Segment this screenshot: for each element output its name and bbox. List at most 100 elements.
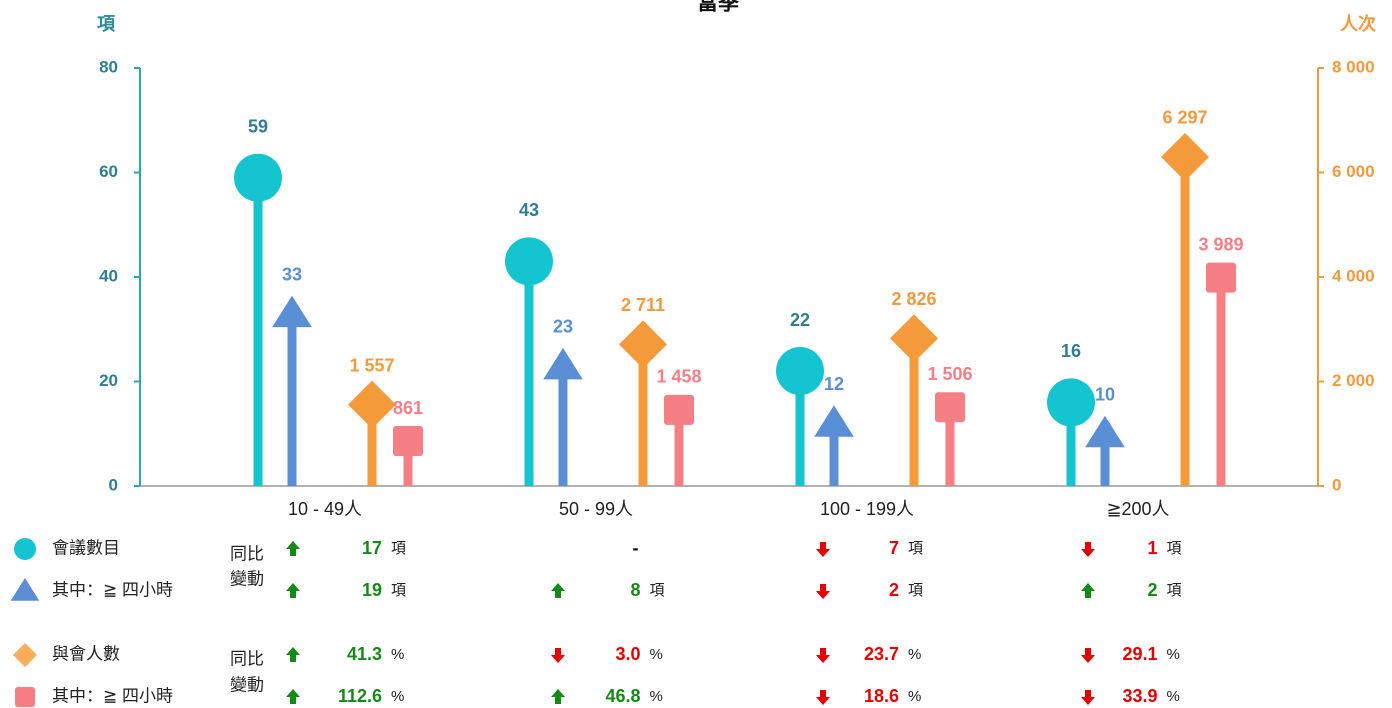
change-unit: % bbox=[908, 688, 921, 705]
y-tick-label: 80 bbox=[99, 57, 118, 76]
change-unit: % bbox=[908, 646, 921, 663]
circle-marker bbox=[234, 153, 282, 202]
data-label: 2 826 bbox=[891, 289, 936, 309]
triangle-marker bbox=[814, 405, 854, 437]
change-arrow bbox=[816, 542, 830, 557]
change-arrow bbox=[816, 648, 830, 663]
change-unit: % bbox=[391, 688, 404, 705]
y2-tick-label: 4 000 bbox=[1332, 266, 1375, 285]
y2-tick-label: 2 000 bbox=[1332, 371, 1375, 390]
change-arrow bbox=[551, 689, 565, 704]
change-unit: 項 bbox=[391, 540, 406, 557]
triangle-marker bbox=[272, 295, 312, 328]
square-marker bbox=[1206, 262, 1236, 293]
legend-marker bbox=[14, 538, 36, 560]
change-value: 2 bbox=[889, 580, 899, 600]
diamond-marker bbox=[348, 380, 396, 429]
legend-marker bbox=[13, 643, 37, 667]
change-value: 33.9 bbox=[1122, 686, 1157, 706]
change-arrow bbox=[1081, 583, 1095, 598]
change-unit: % bbox=[391, 646, 404, 663]
yoy-label: 同比 bbox=[230, 649, 264, 668]
change-value: 19 bbox=[362, 580, 382, 600]
y-tick-label: 60 bbox=[99, 162, 118, 181]
y-tick-label: 40 bbox=[99, 266, 118, 285]
data-label: 1 458 bbox=[656, 367, 701, 387]
change-arrow bbox=[816, 584, 830, 599]
circle-marker bbox=[776, 347, 824, 396]
legend-marker bbox=[10, 578, 40, 601]
change-value: 23.7 bbox=[864, 644, 899, 664]
change-value: 2 bbox=[1147, 580, 1157, 600]
change-unit: 項 bbox=[1167, 582, 1182, 599]
change-arrow bbox=[286, 541, 300, 556]
change-value: 8 bbox=[630, 580, 640, 600]
change-arrow bbox=[1081, 542, 1095, 557]
y2-tick-label: 8 000 bbox=[1332, 57, 1375, 76]
yoy-label: 變動 bbox=[230, 675, 264, 694]
data-label: 22 bbox=[790, 310, 810, 330]
y2-tick-label: 6 000 bbox=[1332, 162, 1375, 181]
change-unit: 項 bbox=[908, 540, 923, 557]
y2-axis-title: 人次 bbox=[1340, 13, 1376, 34]
data-label: 1 557 bbox=[349, 355, 394, 375]
change-label: - bbox=[633, 538, 639, 558]
change-value: 46.8 bbox=[605, 686, 640, 706]
change-value: 41.3 bbox=[347, 644, 382, 664]
data-label: 59 bbox=[248, 116, 268, 136]
chart-title: 當季 bbox=[697, 0, 739, 15]
change-value: 112.6 bbox=[338, 686, 382, 706]
change-value: 29.1 bbox=[1122, 644, 1157, 664]
change-unit: % bbox=[650, 646, 663, 663]
data-label: 1 506 bbox=[927, 364, 972, 384]
change-arrow bbox=[286, 583, 300, 598]
y-tick-label: 0 bbox=[109, 475, 118, 494]
square-marker bbox=[664, 394, 694, 425]
change-unit: 項 bbox=[650, 582, 665, 599]
x-tick-label: 50 - 99人 bbox=[559, 499, 633, 519]
change-unit: % bbox=[1167, 688, 1180, 705]
data-label: 3 989 bbox=[1198, 234, 1243, 254]
y2-tick-label: 0 bbox=[1332, 475, 1341, 494]
change-unit: 項 bbox=[1167, 540, 1182, 557]
change-arrow bbox=[551, 583, 565, 598]
legend-label: 其中：≧ 四小時 bbox=[52, 580, 173, 599]
x-tick-label: ≧200人 bbox=[1106, 499, 1169, 519]
x-tick-label: 10 - 49人 bbox=[288, 499, 362, 519]
change-value: 3.0 bbox=[615, 644, 640, 664]
y-tick-label: 20 bbox=[99, 371, 118, 390]
change-value: 17 bbox=[362, 538, 382, 558]
triangle-marker bbox=[543, 347, 583, 380]
change-arrow bbox=[1081, 690, 1095, 705]
legend-label: 其中：≧ 四小時 bbox=[52, 686, 173, 705]
data-label: 6 297 bbox=[1162, 108, 1207, 128]
change-value: 7 bbox=[889, 538, 899, 558]
data-label: 861 bbox=[393, 398, 423, 418]
diamond-marker bbox=[890, 314, 938, 363]
y-axis-title: 項 bbox=[97, 14, 116, 34]
square-marker bbox=[935, 392, 965, 423]
change-arrow bbox=[551, 648, 565, 663]
x-tick-label: 100 - 199人 bbox=[820, 499, 914, 519]
data-label: 2 711 bbox=[621, 295, 665, 315]
data-label: 10 bbox=[1095, 385, 1115, 405]
change-unit: % bbox=[650, 688, 663, 705]
legend-label: 會議數目 bbox=[52, 538, 120, 557]
change-arrow bbox=[286, 647, 300, 662]
data-label: 23 bbox=[553, 317, 573, 337]
change-unit: 項 bbox=[391, 582, 406, 599]
triangle-marker bbox=[1085, 415, 1125, 448]
yoy-label: 變動 bbox=[230, 569, 264, 588]
legend-label: 與會人數 bbox=[52, 644, 120, 663]
square-marker bbox=[393, 426, 423, 457]
data-label: 33 bbox=[282, 264, 302, 284]
circle-marker bbox=[1047, 378, 1095, 427]
data-label: 16 bbox=[1061, 341, 1081, 361]
data-label: 12 bbox=[824, 374, 844, 394]
legend-marker bbox=[15, 687, 35, 707]
change-arrow bbox=[816, 690, 830, 705]
diamond-marker bbox=[1161, 132, 1209, 181]
change-unit: % bbox=[1167, 646, 1180, 663]
circle-marker bbox=[505, 237, 553, 286]
